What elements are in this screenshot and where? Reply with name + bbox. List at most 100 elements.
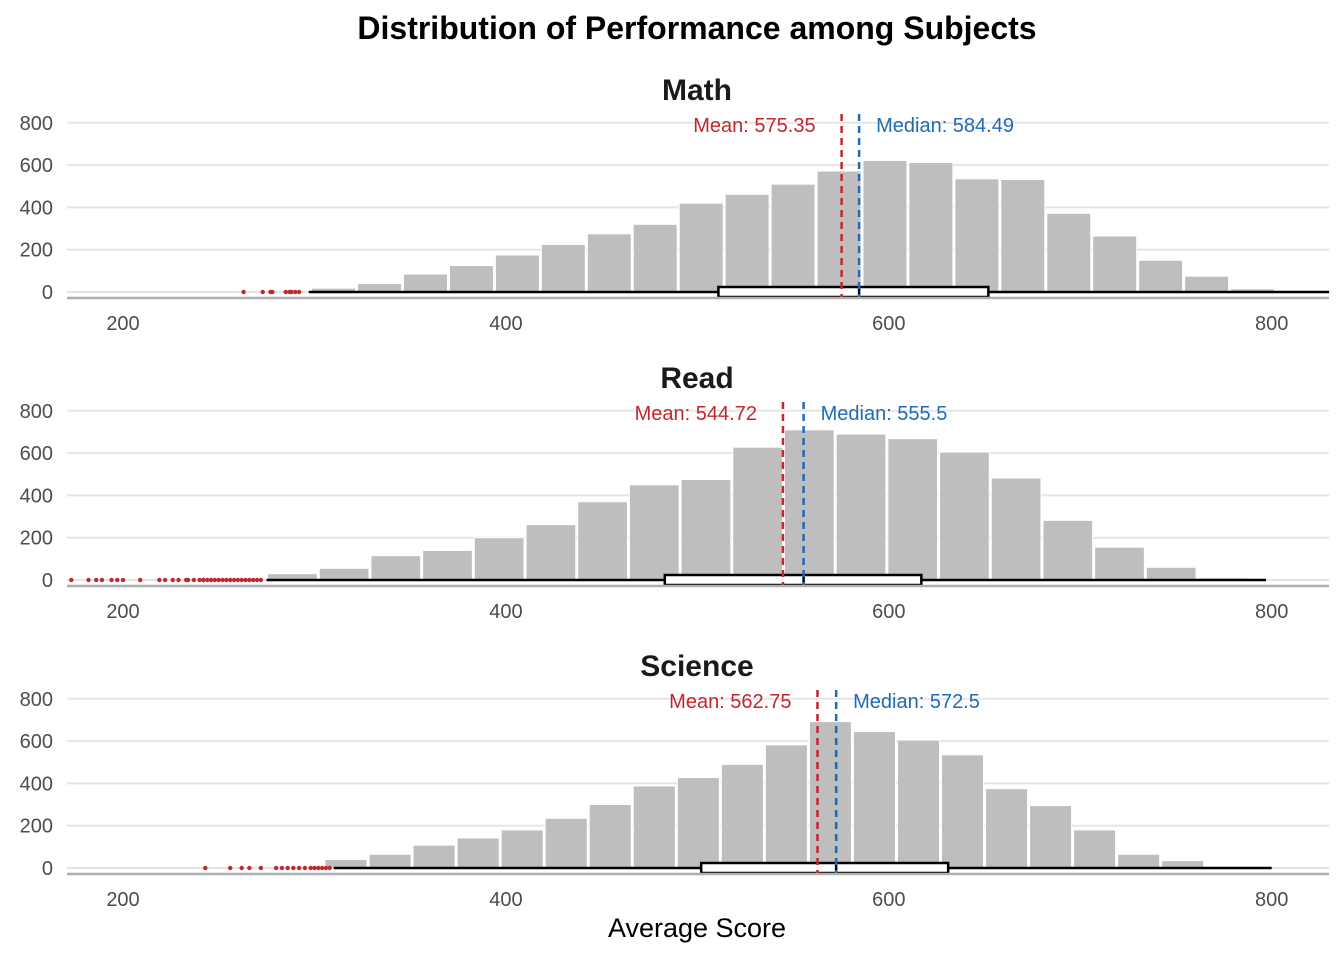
histogram-bar bbox=[680, 479, 732, 581]
histogram-bar bbox=[1000, 178, 1046, 293]
y-tick-label: 600 bbox=[20, 155, 53, 177]
histogram-bar bbox=[588, 804, 632, 869]
outlier-point bbox=[316, 865, 321, 871]
outlier-point bbox=[216, 577, 221, 583]
boxplot-box bbox=[699, 861, 950, 875]
outlier-point bbox=[239, 577, 244, 583]
outlier-point bbox=[239, 865, 244, 871]
histogram-bar bbox=[1042, 519, 1094, 581]
outlier-point bbox=[120, 577, 126, 583]
histogram-bar bbox=[448, 265, 494, 293]
y-tick-label: 800 bbox=[20, 401, 53, 423]
y-tick-label: 400 bbox=[20, 485, 53, 507]
histogram-bar bbox=[1092, 235, 1138, 293]
outlier-point bbox=[291, 865, 296, 871]
outlier-point bbox=[138, 577, 143, 583]
outlier-point bbox=[279, 865, 285, 871]
outlier-point bbox=[205, 577, 210, 583]
histogram-bar bbox=[473, 537, 525, 581]
outlier-point bbox=[157, 577, 162, 583]
outlier-point bbox=[285, 865, 290, 871]
x-axis-label: Average Score bbox=[607, 913, 787, 943]
outlier-point bbox=[86, 577, 91, 583]
histogram-bar bbox=[835, 433, 887, 581]
median-label: Median: 555.5 bbox=[821, 403, 948, 425]
outlier-point bbox=[270, 289, 275, 295]
outlier-point bbox=[319, 865, 325, 871]
y-tick-label: 0 bbox=[42, 570, 53, 592]
outlier-point bbox=[241, 289, 246, 295]
histogram-bar bbox=[678, 202, 724, 293]
histogram-bar bbox=[764, 744, 808, 869]
outlier-point bbox=[273, 865, 279, 871]
histogram-bar bbox=[1094, 546, 1145, 581]
outlier-point bbox=[197, 577, 202, 583]
panel-read: Read 0 200 400 600 800 Mean: 544.72 Median: 555… bbox=[20, 362, 1329, 623]
outlier-point bbox=[203, 865, 208, 871]
outlier-point bbox=[162, 577, 168, 583]
x-tick-label: 200 bbox=[106, 313, 139, 335]
outlier-point bbox=[69, 577, 74, 583]
outlier-point bbox=[185, 577, 191, 583]
histogram-bar bbox=[676, 776, 720, 869]
outlier-point bbox=[201, 577, 206, 583]
x-tick-label: 800 bbox=[1255, 889, 1288, 911]
histogram-bar bbox=[412, 844, 456, 869]
mean-label: Mean: 562.75 bbox=[669, 691, 791, 713]
outlier-point bbox=[283, 289, 288, 295]
outlier-point bbox=[220, 577, 225, 583]
outlier-point bbox=[293, 289, 298, 295]
histogram-bar bbox=[525, 524, 577, 581]
median-label: Median: 572.5 bbox=[853, 691, 980, 713]
panel-subtitle: Science bbox=[640, 650, 753, 683]
histogram-bar bbox=[370, 555, 422, 581]
histogram-bar bbox=[896, 739, 940, 869]
histogram-bar bbox=[1184, 275, 1230, 293]
histogram-bar bbox=[632, 785, 676, 869]
histogram-bar bbox=[456, 837, 500, 869]
outlier-point bbox=[258, 865, 264, 871]
x-tick-label: 600 bbox=[872, 889, 905, 911]
outlier-point bbox=[254, 577, 260, 583]
histogram-bar bbox=[724, 193, 770, 293]
histogram-bar bbox=[628, 484, 680, 581]
x-tick-label: 400 bbox=[489, 889, 522, 911]
y-tick-label: 600 bbox=[20, 443, 53, 465]
y-tick-label: 200 bbox=[20, 816, 53, 838]
outlier-point bbox=[312, 865, 317, 871]
histogram-bar bbox=[368, 853, 412, 869]
outlier-point bbox=[235, 577, 241, 583]
x-tick-label: 800 bbox=[1255, 601, 1288, 623]
histogram-bar bbox=[632, 223, 678, 293]
outlier-point bbox=[228, 865, 233, 871]
mean-label: Mean: 544.72 bbox=[635, 403, 757, 425]
histogram-bar bbox=[720, 763, 764, 869]
outlier-point bbox=[231, 577, 237, 583]
histogram-bar bbox=[1073, 829, 1117, 869]
histogram-bar bbox=[403, 273, 448, 293]
outlier-point bbox=[115, 577, 120, 583]
y-tick-label: 600 bbox=[20, 731, 53, 753]
histogram-bar bbox=[954, 178, 1000, 293]
histogram-bar bbox=[500, 829, 544, 869]
outlier-point bbox=[308, 865, 313, 871]
histogram-bar bbox=[985, 788, 1029, 869]
histogram-bar bbox=[540, 243, 586, 293]
x-tick-label: 400 bbox=[489, 313, 522, 335]
outlier-point bbox=[224, 577, 229, 583]
histogram-bar bbox=[318, 567, 370, 581]
outlier-point bbox=[228, 577, 233, 583]
outlier-point bbox=[99, 577, 105, 583]
histogram-bar bbox=[784, 429, 835, 581]
y-tick-label: 0 bbox=[42, 858, 53, 880]
boxplot-box bbox=[663, 573, 923, 587]
outlier-point bbox=[296, 865, 302, 871]
y-tick-label: 200 bbox=[20, 528, 53, 550]
histogram-bar bbox=[422, 549, 473, 581]
outlier-point bbox=[258, 577, 264, 583]
y-tick-label: 800 bbox=[20, 113, 53, 135]
outlier-point bbox=[191, 577, 197, 583]
panel-subtitle: Read bbox=[660, 362, 733, 395]
y-tick-label: 800 bbox=[20, 689, 53, 711]
median-label: Median: 584.49 bbox=[876, 115, 1014, 137]
